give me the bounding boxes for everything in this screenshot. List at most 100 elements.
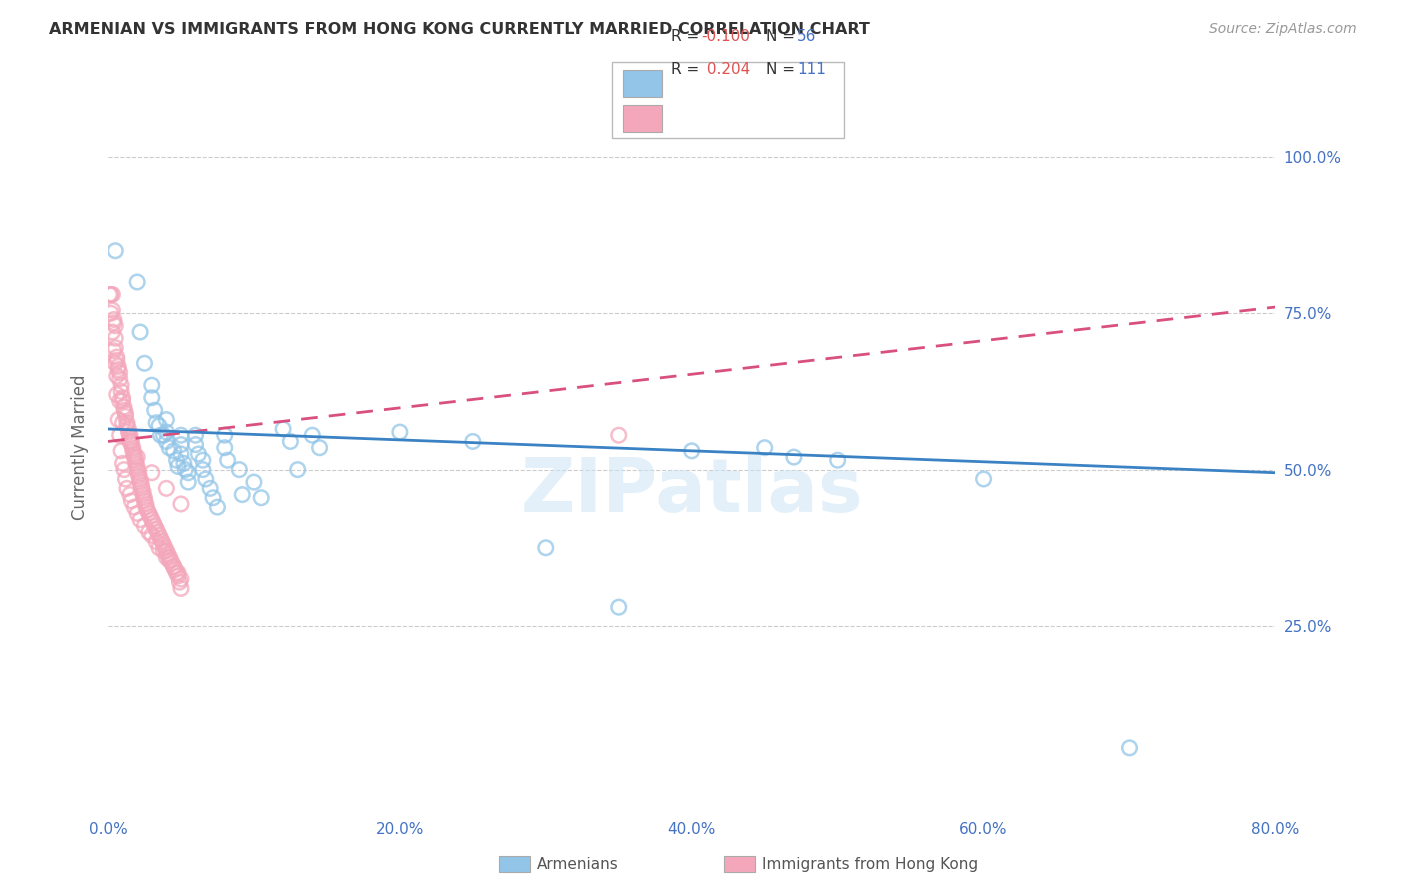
Point — [104, 341, 127, 355]
Point — [134, 519, 156, 533]
Point — [127, 450, 149, 464]
Point — [149, 532, 172, 546]
Point — [145, 416, 167, 430]
Point — [122, 447, 145, 461]
Point — [174, 462, 197, 476]
Point — [157, 550, 180, 565]
Point — [167, 569, 190, 583]
Point — [104, 356, 127, 370]
Point — [129, 475, 152, 489]
Point — [170, 428, 193, 442]
Point — [163, 443, 186, 458]
Point — [136, 503, 159, 517]
Point — [114, 472, 136, 486]
Point — [156, 547, 179, 561]
Point — [163, 559, 186, 574]
Point — [114, 409, 136, 424]
Point — [150, 534, 173, 549]
Point — [100, 306, 122, 320]
Point — [122, 500, 145, 515]
Text: 111: 111 — [797, 62, 827, 77]
Point — [98, 287, 121, 301]
Point — [127, 507, 149, 521]
Point — [170, 582, 193, 596]
Point — [131, 481, 153, 495]
Point — [194, 472, 217, 486]
Point — [131, 478, 153, 492]
Point — [141, 466, 163, 480]
Point — [115, 416, 138, 430]
Point — [112, 400, 135, 414]
Point — [191, 462, 214, 476]
Text: R =: R = — [671, 62, 704, 77]
Point — [101, 325, 124, 339]
Point — [142, 516, 165, 530]
Point — [107, 359, 129, 374]
Point — [105, 368, 128, 383]
Point — [134, 491, 156, 505]
Point — [155, 544, 177, 558]
Point — [173, 456, 195, 470]
Point — [167, 459, 190, 474]
Text: Armenians: Armenians — [537, 857, 619, 871]
Point — [118, 428, 141, 442]
Point — [214, 428, 236, 442]
Text: N =: N = — [766, 62, 800, 77]
Point — [170, 497, 193, 511]
Text: ARMENIAN VS IMMIGRANTS FROM HONG KONG CURRENTLY MARRIED CORRELATION CHART: ARMENIAN VS IMMIGRANTS FROM HONG KONG CU… — [49, 22, 870, 37]
Point — [120, 437, 142, 451]
Point — [108, 428, 131, 442]
Point — [157, 441, 180, 455]
Point — [308, 441, 330, 455]
Point — [128, 466, 150, 480]
Point — [118, 434, 141, 449]
Point — [166, 566, 188, 580]
Point — [217, 453, 239, 467]
Point — [110, 443, 132, 458]
Point — [149, 428, 172, 442]
Point — [228, 462, 250, 476]
Point — [145, 522, 167, 536]
Point — [134, 494, 156, 508]
Point — [103, 343, 125, 358]
Point — [170, 437, 193, 451]
Point — [177, 466, 200, 480]
Point — [100, 287, 122, 301]
Point — [607, 428, 630, 442]
Point — [115, 481, 138, 495]
Point — [135, 497, 157, 511]
Point — [127, 275, 149, 289]
Point — [148, 528, 170, 542]
Point — [121, 441, 143, 455]
Point — [117, 425, 139, 439]
Point — [138, 507, 160, 521]
Text: 0.204: 0.204 — [702, 62, 749, 77]
Point — [461, 434, 484, 449]
Point — [148, 418, 170, 433]
Point — [132, 484, 155, 499]
Point — [191, 453, 214, 467]
Point — [108, 372, 131, 386]
Point — [105, 387, 128, 401]
Point — [105, 350, 128, 364]
Point — [250, 491, 273, 505]
Point — [127, 462, 149, 476]
Point — [135, 500, 157, 515]
Point — [128, 468, 150, 483]
Point — [155, 434, 177, 449]
Point — [101, 303, 124, 318]
Point — [170, 447, 193, 461]
Point — [132, 487, 155, 501]
Point — [187, 447, 209, 461]
Point — [141, 378, 163, 392]
Point — [145, 534, 167, 549]
Point — [111, 456, 134, 470]
Point — [118, 487, 141, 501]
Point — [127, 459, 149, 474]
Point — [155, 425, 177, 439]
Point — [534, 541, 557, 555]
Point — [103, 316, 125, 330]
Point — [108, 366, 131, 380]
Text: Source: ZipAtlas.com: Source: ZipAtlas.com — [1209, 22, 1357, 37]
Point — [115, 418, 138, 433]
